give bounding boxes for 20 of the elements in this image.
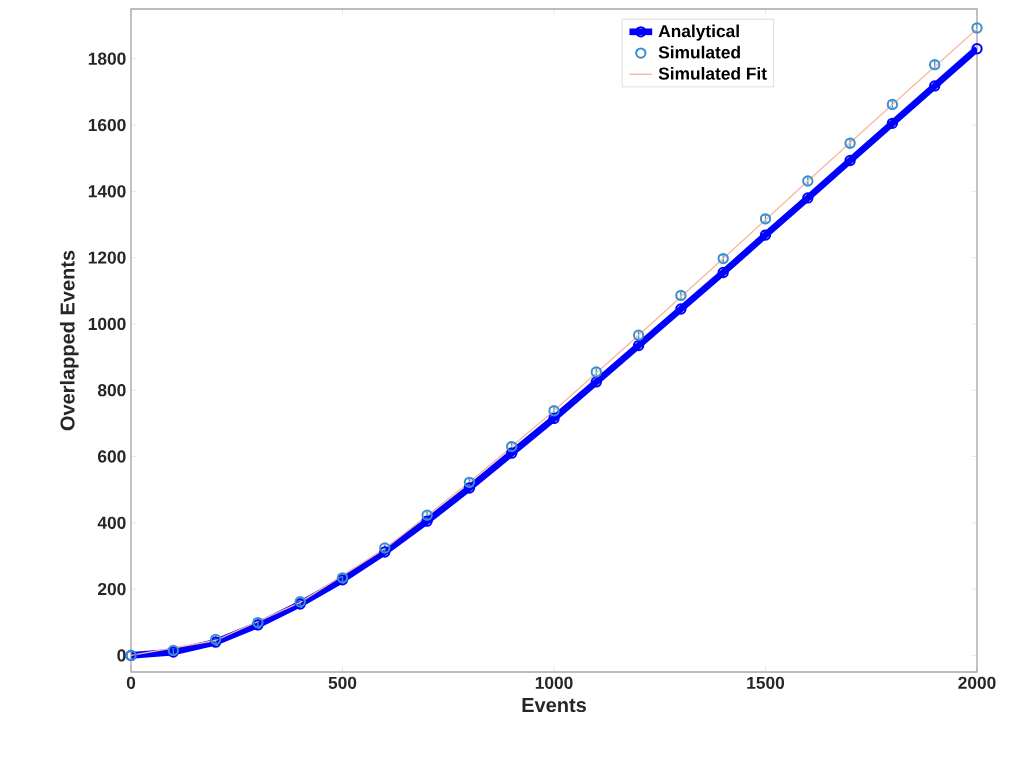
y-tick-label: 0 [117, 649, 126, 662]
x-axis-title: Events [522, 698, 586, 713]
legend-label: Simulated [658, 45, 740, 59]
x-tick-label: 1000 [535, 676, 573, 689]
y-tick-label: 1600 [88, 118, 126, 132]
y-tick-label: 400 [97, 516, 126, 529]
y-tick-label: 200 [97, 582, 126, 596]
y-tick-label: 1000 [88, 317, 126, 331]
x-tick-label: 1500 [747, 676, 785, 689]
y-tick-label: 800 [97, 384, 126, 397]
y-tick-label: 600 [98, 450, 126, 463]
y-tick-label: 1800 [88, 52, 126, 65]
x-tick-label: 2000 [958, 676, 996, 689]
legend-label: Simulated Fit [658, 66, 767, 80]
x-tick-label: 500 [328, 676, 357, 689]
x-tick-label: 0 [126, 676, 136, 689]
y-tick-label: 1400 [88, 185, 126, 198]
y-tick-label: 1200 [88, 251, 126, 264]
y-axis-title: Overlapped Events [59, 250, 79, 431]
legend-label: Analytical [658, 24, 739, 41]
